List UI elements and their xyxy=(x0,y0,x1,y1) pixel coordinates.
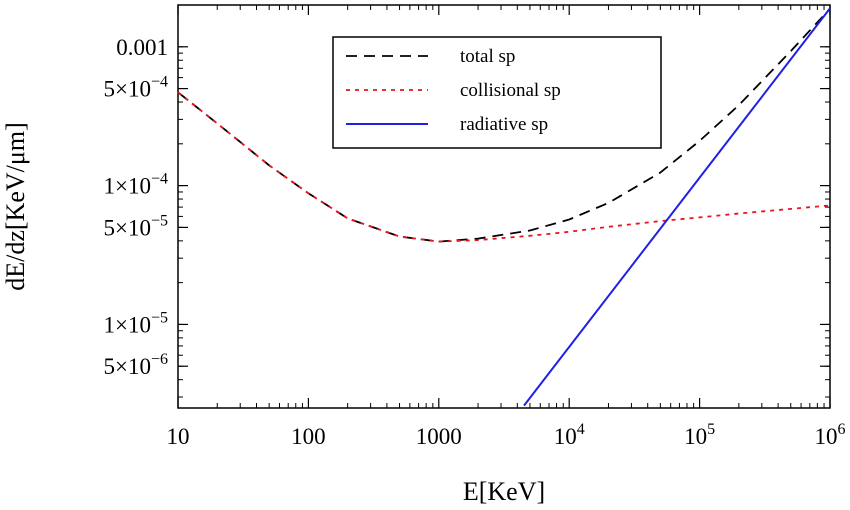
x-tick-labels: 10 100 1000 104 105 106 xyxy=(167,421,846,449)
x-tick-label: 104 xyxy=(554,421,585,449)
x-tick-label: 105 xyxy=(684,421,715,449)
series-group xyxy=(177,7,831,407)
series-line-radiative-sp xyxy=(523,7,831,407)
y-tick-mantissa: 5×10 xyxy=(103,215,150,240)
y-tick-label: 0.001 xyxy=(116,35,168,60)
major-ticks xyxy=(177,5,831,408)
y-tick-exponent: −5 xyxy=(151,309,168,326)
x-tick-mantissa: 10 xyxy=(554,424,577,449)
plot-frame xyxy=(177,4,831,409)
legend-label-collisional-sp: collisional sp xyxy=(460,80,561,101)
x-tick-mantissa: 10 xyxy=(815,424,838,449)
x-tick-label: 1000 xyxy=(416,424,462,449)
y-tick-label: 5×10−6 xyxy=(103,351,168,379)
x-tick-mantissa: 10 xyxy=(167,424,190,449)
x-tick-label: 10 xyxy=(167,424,190,449)
x-tick-label: 100 xyxy=(291,424,326,449)
legend-label-total-sp: total sp xyxy=(460,46,515,67)
y-tick-mantissa: 5×10 xyxy=(103,77,150,102)
x-tick-exponent: 5 xyxy=(707,421,715,438)
y-tick-mantissa: 1×10 xyxy=(103,174,150,199)
y-tick-exponent: −6 xyxy=(151,351,168,368)
x-tick-mantissa: 10 xyxy=(684,424,707,449)
y-tick-mantissa: 5×10 xyxy=(103,354,150,379)
y-tick-label: 5×10−4 xyxy=(103,74,168,102)
plot-area xyxy=(177,4,831,409)
x-tick-mantissa: 1000 xyxy=(416,424,462,449)
y-tick-label: 5×10−5 xyxy=(103,212,168,240)
y-tick-label: 1×10−5 xyxy=(103,309,168,337)
legend-label-radiative-sp: radiative sp xyxy=(460,114,548,135)
x-tick-exponent: 6 xyxy=(838,421,846,438)
y-tick-label: 1×10−4 xyxy=(103,171,168,199)
y-tick-exponent: −5 xyxy=(151,212,168,229)
y-tick-labels: 5×10−61×10−55×10−51×10−45×10−40.001 xyxy=(103,35,168,379)
series-line-total-sp xyxy=(177,8,831,243)
x-axis-title: E[KeV] xyxy=(463,477,545,506)
y-tick-mantissa: 0.001 xyxy=(116,35,168,60)
y-tick-exponent: −4 xyxy=(151,171,168,188)
x-tick-mantissa: 100 xyxy=(291,424,326,449)
y-axis-title: dE/dz[KeV/μm] xyxy=(1,122,30,290)
x-tick-exponent: 4 xyxy=(577,421,585,438)
series-line-collisional-sp xyxy=(177,91,831,243)
legend: total sp collisional sp radiative sp xyxy=(332,36,662,149)
y-tick-exponent: −4 xyxy=(151,74,168,91)
x-tick-label: 106 xyxy=(815,421,846,449)
y-tick-mantissa: 1×10 xyxy=(103,312,150,337)
